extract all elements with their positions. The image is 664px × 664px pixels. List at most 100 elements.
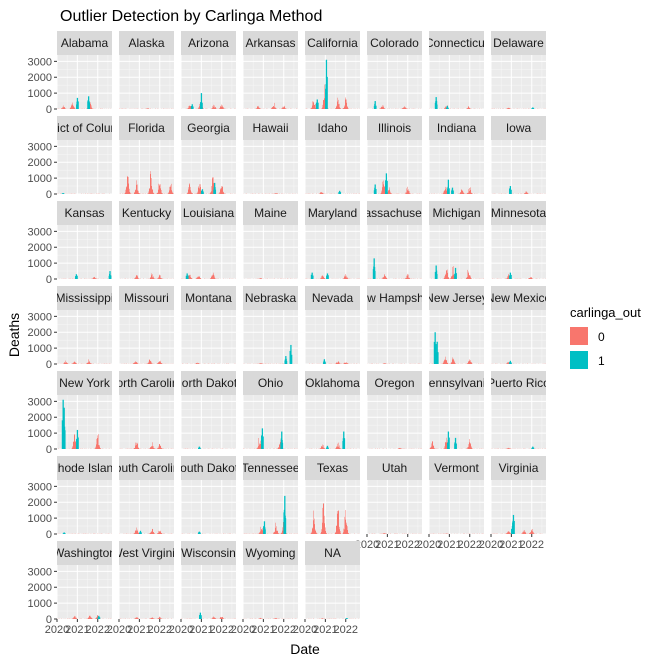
facet-strip	[367, 31, 422, 55]
bar-normal	[433, 445, 434, 449]
bar-normal	[136, 361, 137, 364]
y-tick-label: 3000	[28, 481, 52, 493]
bar-normal	[274, 532, 275, 534]
bar-outlier	[532, 447, 535, 449]
bar-normal	[64, 107, 65, 109]
bar-normal	[160, 445, 161, 449]
bar-normal	[213, 104, 214, 109]
bar-normal	[152, 274, 153, 279]
bar-normal	[463, 191, 464, 194]
facet-plot-bg	[367, 395, 422, 449]
bar-normal	[148, 191, 149, 194]
bar-normal	[384, 186, 385, 194]
bar-normal	[147, 108, 148, 109]
bar-normal	[509, 531, 510, 534]
facet-panel: Puerto Rico	[487, 371, 550, 450]
bar-normal	[135, 442, 136, 449]
bar-normal	[152, 446, 153, 449]
bar-normal	[466, 278, 467, 279]
y-tick-label: 3000	[28, 566, 52, 578]
bar-normal	[160, 618, 161, 619]
facet-strip	[491, 31, 546, 55]
bar-normal	[408, 191, 409, 194]
bar-normal	[507, 108, 508, 109]
facet-strip	[491, 456, 546, 480]
facet-strip	[367, 456, 422, 480]
bar-normal	[335, 531, 336, 534]
facet-strip	[57, 116, 112, 140]
bar-normal	[212, 108, 213, 109]
bar-normal	[470, 108, 471, 109]
bar-normal	[404, 106, 405, 109]
bar-normal	[137, 617, 138, 619]
x-tick-label: 2020	[107, 624, 131, 636]
facet-panel: New Hampshire	[366, 286, 422, 365]
bar-normal	[405, 277, 406, 279]
bar-normal	[95, 278, 96, 279]
bar-normal	[93, 277, 94, 279]
bar-normal	[274, 531, 275, 534]
bar-normal	[190, 277, 191, 279]
bar-normal	[282, 527, 283, 534]
facet-strip-label: Louisiana	[183, 206, 235, 220]
facet-strip	[181, 456, 236, 480]
x-axis-title: Date	[290, 641, 320, 657]
bar-normal	[64, 362, 65, 364]
bar-normal	[150, 447, 151, 449]
facet-strip	[305, 456, 360, 480]
facet-strip-label: Puerto Rico	[487, 376, 550, 390]
facet-strip	[181, 116, 236, 140]
x-tick-label: 2021	[127, 624, 151, 636]
bar-normal	[470, 442, 471, 449]
bar-normal	[324, 278, 325, 279]
bar-normal	[273, 532, 274, 534]
bar-normal	[200, 278, 201, 279]
bar-normal	[137, 443, 138, 449]
bar-normal	[324, 447, 325, 449]
bar-normal	[91, 617, 92, 619]
bar-normal	[96, 617, 97, 619]
bar-normal	[446, 270, 447, 279]
bar-normal	[274, 107, 275, 109]
bar-normal	[88, 362, 89, 364]
facet-panel: Alabama 0 1000 2000 3000	[28, 31, 112, 116]
facet-strip-label: Oklahoma	[305, 376, 360, 390]
bar-normal	[450, 278, 451, 279]
bar-normal	[447, 269, 448, 279]
bar-normal	[211, 191, 212, 194]
bar-normal	[137, 617, 138, 619]
bar-normal	[337, 446, 338, 449]
y-axis-title: Deaths	[6, 313, 22, 357]
facet-strip-label: Michigan	[432, 206, 480, 220]
facet-plot-bg	[429, 480, 484, 534]
bar-outlier	[202, 192, 204, 194]
bar-normal	[388, 190, 389, 194]
bar-normal	[508, 362, 509, 364]
bar-normal	[531, 277, 532, 279]
bar-normal	[215, 278, 216, 279]
facet-strip-label: Virginia	[499, 461, 539, 475]
bar-normal	[214, 277, 215, 279]
bar-normal	[61, 108, 62, 109]
bar-normal	[526, 191, 527, 194]
bar-normal	[153, 193, 154, 194]
bar-normal	[272, 107, 273, 109]
bar-normal	[222, 105, 223, 109]
bar-normal	[347, 278, 348, 279]
bar-normal	[214, 105, 215, 109]
bar-outlier	[385, 173, 388, 194]
bar-normal	[382, 181, 383, 194]
bar-outlier	[455, 443, 457, 449]
bar-normal	[282, 106, 283, 109]
bar-normal	[278, 447, 279, 449]
bar-normal	[170, 186, 171, 194]
facet-plot-bg	[243, 565, 298, 619]
bar-normal	[72, 618, 73, 619]
bar-normal	[191, 191, 192, 194]
bar-normal	[343, 278, 344, 279]
bar-normal	[129, 191, 130, 194]
facet-panel: Illinois	[366, 116, 422, 195]
bar-normal	[198, 363, 199, 364]
bar-normal	[213, 177, 214, 194]
facet-strip	[57, 31, 112, 55]
